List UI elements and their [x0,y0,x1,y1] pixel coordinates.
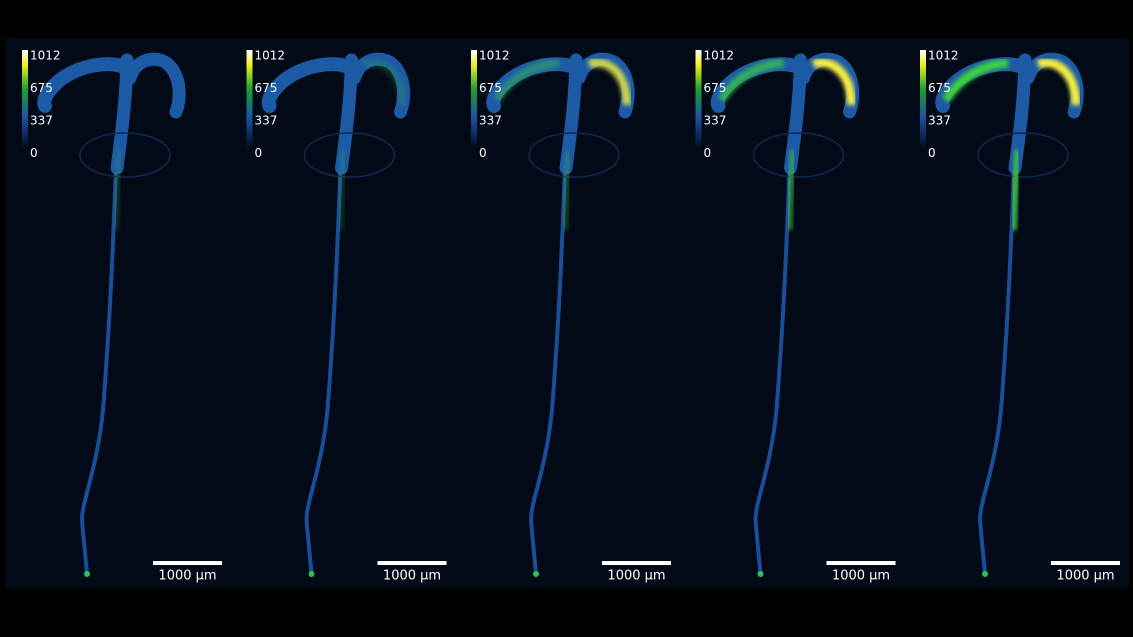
panel: 1012 675 337 0 1000 µm [695,49,896,584]
right-glow [363,58,407,106]
left-glow [717,58,784,103]
scale-bar [1051,561,1120,565]
panel: 1012 675 337 0 1000 µm [246,49,447,584]
left-cotyledon [261,57,358,113]
colorbar-label: 337 [704,114,727,128]
colorbar [695,50,702,148]
left-glow [942,58,1009,103]
colorbar [22,50,28,148]
colorbar-label: 337 [30,114,53,128]
root [79,164,118,576]
colorbar-label: 1012 [704,49,735,63]
scale-bar [377,561,447,565]
scale-bar-label: 1000 µm [158,569,216,584]
root-tip [308,571,315,577]
scale-bar-label: 1000 µm [1056,569,1114,584]
root [977,164,1016,576]
roots-halo [977,132,1069,178]
root-tip [84,571,90,577]
root-tip [757,571,764,577]
roots-halo [528,132,620,178]
root [304,164,343,576]
colorbar-label: 1012 [479,49,510,63]
left-glow [493,58,560,103]
colorbar-label: 337 [479,114,502,128]
hypocotyl-glow [1009,149,1022,231]
colorbar-label: 1012 [255,49,286,63]
roots-halo [752,132,845,178]
scale-bar-label: 1000 µm [607,569,665,584]
colorbar [471,50,477,148]
colorbar [920,50,926,148]
colorbar-label: 1012 [30,49,61,63]
right-glow [812,58,856,106]
colorbar-label: 0 [30,146,38,160]
scale-bar-label: 1000 µm [832,569,890,584]
scale-bar [602,561,671,565]
colorbar-label: 675 [479,81,502,95]
scale-bar [153,561,222,565]
root-tip [533,571,539,577]
panel: 1012 675 337 0 1000 µm [22,49,222,584]
hypocotyl-glow [560,149,573,231]
root [753,164,792,576]
hypocotyl-glow [784,149,798,231]
left-cotyledon [37,57,133,113]
colorbar-label: 675 [928,81,951,95]
right-cotyledon [123,52,186,119]
right-glow [587,58,632,106]
colorbar-label: 675 [30,81,53,95]
panel: 1012 675 337 0 1000 µm [471,49,671,584]
hypocotyl-glow [111,149,124,231]
colorbar [246,50,253,148]
roots-halo [79,132,171,178]
scale-bar [826,561,896,565]
colorbar-label: 0 [928,146,936,160]
right-glow [1036,58,1081,106]
scale-bar-label: 1000 µm [383,569,441,584]
colorbar-label: 0 [255,146,263,160]
roots-halo [303,132,396,178]
colorbar-label: 1012 [928,49,959,63]
hypocotyl-glow [335,149,349,231]
colorbar-label: 675 [255,81,278,95]
root-tip [982,571,988,577]
colorbar-label: 675 [704,81,727,95]
colorbar-label: 337 [928,114,951,128]
colorbar-label: 0 [704,146,712,160]
panel: 1012 675 337 0 1000 µm [920,49,1120,584]
root [528,164,567,576]
colorbar-label: 0 [479,146,487,160]
colorbar-label: 337 [255,114,278,128]
